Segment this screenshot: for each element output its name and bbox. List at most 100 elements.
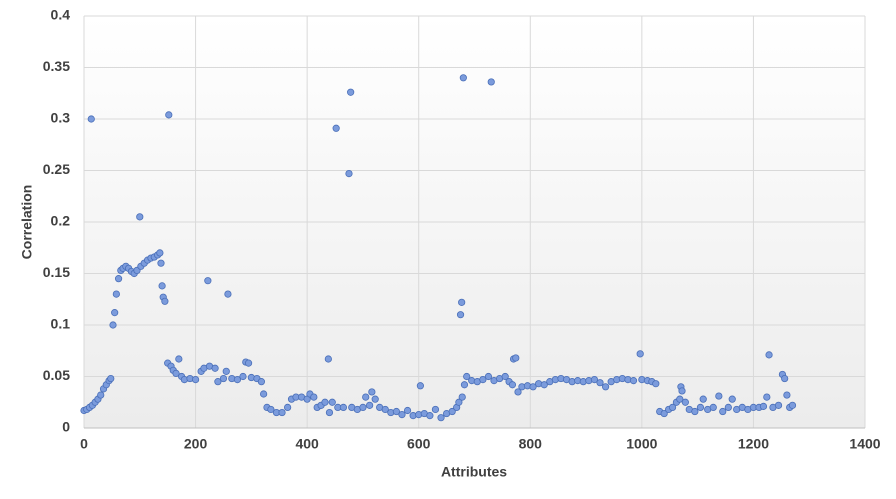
point xyxy=(267,405,275,414)
point xyxy=(601,383,610,391)
point xyxy=(774,401,783,409)
point xyxy=(501,372,509,381)
point xyxy=(332,124,340,132)
y-tick-label: 0.3 xyxy=(51,110,71,126)
point xyxy=(455,398,463,406)
y-tick-label: 0.35 xyxy=(43,58,70,74)
point xyxy=(392,407,400,416)
point xyxy=(165,111,173,119)
point xyxy=(691,407,699,416)
x-tick-label: 200 xyxy=(184,436,208,452)
point xyxy=(260,390,268,398)
point xyxy=(636,350,644,358)
point xyxy=(660,409,668,418)
point xyxy=(765,351,773,359)
point xyxy=(136,213,144,221)
point xyxy=(161,297,169,305)
point xyxy=(696,403,705,411)
point xyxy=(257,378,265,386)
point xyxy=(219,374,228,383)
point xyxy=(426,412,434,420)
point xyxy=(158,282,166,290)
point xyxy=(359,403,367,411)
point xyxy=(460,381,469,389)
point xyxy=(324,355,332,363)
point xyxy=(724,403,732,411)
point xyxy=(458,393,466,401)
point xyxy=(676,395,684,403)
point xyxy=(224,290,232,298)
point xyxy=(366,401,374,409)
point xyxy=(759,402,768,410)
point xyxy=(514,388,522,396)
point xyxy=(111,309,119,317)
point xyxy=(709,403,717,411)
point xyxy=(403,406,412,415)
x-tick-label: 800 xyxy=(519,436,543,452)
point xyxy=(368,388,376,396)
point xyxy=(112,290,120,298)
point xyxy=(715,392,723,400)
point xyxy=(157,259,165,267)
point xyxy=(362,393,370,401)
point xyxy=(175,355,183,363)
point xyxy=(107,374,115,383)
point xyxy=(204,277,212,285)
y-tick-label: 0.05 xyxy=(43,367,70,383)
y-tick-label: 0.1 xyxy=(51,316,71,332)
point xyxy=(431,405,440,414)
point xyxy=(244,359,253,367)
x-tick-label: 400 xyxy=(295,436,319,452)
point xyxy=(347,88,355,96)
point xyxy=(508,381,517,389)
point xyxy=(458,298,466,306)
point xyxy=(321,398,329,406)
point xyxy=(681,398,689,406)
point xyxy=(719,407,727,416)
y-tick-label: 0.25 xyxy=(43,161,70,177)
point xyxy=(114,275,123,283)
point xyxy=(487,78,495,86)
point xyxy=(172,369,180,378)
y-tick-label: 0 xyxy=(62,419,70,435)
point xyxy=(512,354,520,362)
point xyxy=(629,377,638,385)
point xyxy=(540,381,548,389)
point xyxy=(783,391,791,399)
point xyxy=(214,378,222,386)
point xyxy=(463,372,471,381)
point xyxy=(381,405,389,414)
point xyxy=(156,249,164,257)
point xyxy=(97,391,105,399)
point xyxy=(763,393,771,401)
point xyxy=(459,74,467,82)
point xyxy=(328,398,336,406)
point xyxy=(590,375,599,384)
point xyxy=(668,403,677,411)
point xyxy=(416,382,424,390)
y-axis-label: Correlation xyxy=(19,185,35,260)
point xyxy=(788,401,797,409)
point xyxy=(728,395,736,403)
point xyxy=(325,408,334,417)
point xyxy=(484,372,493,381)
y-tick-label: 0.4 xyxy=(51,7,71,23)
point xyxy=(699,395,707,403)
point xyxy=(529,383,537,391)
point xyxy=(233,375,242,384)
point xyxy=(284,403,292,411)
x-tick-label: 0 xyxy=(80,436,88,452)
point xyxy=(211,364,219,372)
point xyxy=(678,387,686,395)
point xyxy=(109,321,117,329)
point xyxy=(781,374,789,383)
y-tick-label: 0.2 xyxy=(51,213,71,229)
point xyxy=(239,372,247,381)
point xyxy=(448,407,456,416)
point xyxy=(278,408,286,417)
x-tick-label: 1000 xyxy=(626,436,657,452)
point xyxy=(456,311,465,319)
x-tick-label: 1200 xyxy=(738,436,769,452)
point xyxy=(371,395,379,403)
